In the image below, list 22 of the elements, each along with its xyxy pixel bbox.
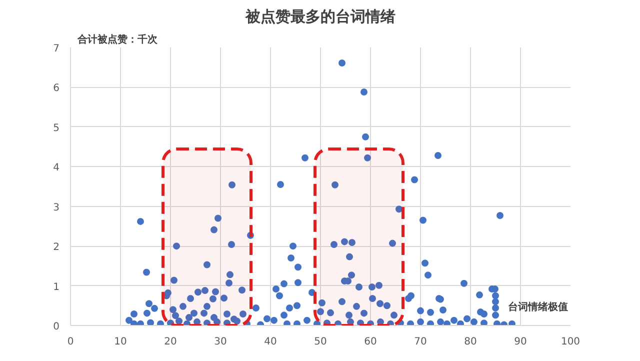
chart-title: 被点赞最多的台词情绪: [244, 8, 396, 26]
x-tick-label: 80: [464, 336, 477, 348]
x-tick-label: 0: [67, 336, 74, 348]
x-tick-label: 50: [314, 336, 327, 348]
x-tick-label: 70: [414, 336, 427, 348]
y-tick-label: 3: [53, 202, 60, 214]
y-tick-label: 1: [53, 282, 60, 293]
x-tick-label: 30: [214, 336, 227, 348]
x-tick-label: 90: [514, 336, 527, 348]
y-tick-label: 6: [53, 83, 60, 94]
x-tick-label: 10: [114, 336, 127, 348]
y-tick-label: 2: [53, 242, 60, 254]
y-tick-label: 5: [53, 122, 60, 134]
x-tick-label: 40: [264, 336, 277, 348]
x-axis-title: 台词情绪极值: [508, 300, 568, 313]
y-tick-label: 4: [53, 162, 60, 174]
y-axis-title: 合计被点赞：千次: [76, 34, 158, 46]
y-tick-label: 7: [53, 44, 60, 54]
x-tick-label: 20: [164, 336, 177, 348]
x-tick-label: 60: [364, 336, 377, 348]
y-tick-label: 0: [53, 322, 60, 332]
x-tick-label: 100: [560, 336, 580, 348]
